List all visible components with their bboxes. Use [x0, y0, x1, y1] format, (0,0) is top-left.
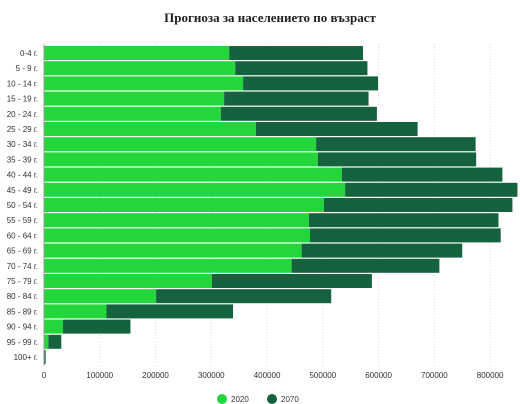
category-label: 60 - 64 г.: [7, 231, 38, 240]
bar-2070: [301, 243, 463, 258]
bar-2070: [255, 122, 418, 136]
chart-title: Прогноза за населението по възраст: [164, 10, 376, 25]
category-label: 45 - 49 г.: [7, 186, 38, 195]
bar-2020: [44, 289, 157, 304]
bar-2020: [44, 258, 292, 273]
bar-2020: [44, 213, 309, 228]
bar-2020: [44, 122, 256, 136]
bar-2070: [309, 228, 501, 243]
bar-2020: [44, 243, 302, 258]
bar-2020: [44, 61, 236, 76]
category-label: 0-4 г.: [20, 49, 38, 58]
bar-2020: [44, 319, 63, 334]
bar-2020: [44, 106, 221, 121]
bars: [44, 46, 518, 364]
legend-marker-2070: [267, 394, 277, 404]
category-label: 50 - 54 г.: [7, 201, 38, 210]
legend-label-2020: 2020: [231, 395, 249, 404]
bar-2020: [44, 91, 225, 106]
category-label: 55 - 59 г.: [7, 216, 38, 225]
bar-2070: [235, 61, 368, 76]
category-label: 5 - 9 г.: [16, 64, 38, 73]
category-label: 95 - 99 г.: [7, 338, 38, 347]
x-tick-label: 0: [42, 371, 47, 380]
x-tick-label: 700000: [421, 371, 448, 380]
category-label: 90 - 94 г.: [7, 323, 38, 332]
bar-2070: [224, 91, 369, 106]
category-label: 10 - 14 г.: [7, 79, 38, 88]
bar-2070: [106, 304, 234, 319]
x-tick-label: 800000: [477, 371, 504, 380]
x-tick-label: 300000: [198, 371, 225, 380]
category-label: 75 - 79 г.: [7, 277, 38, 286]
bar-2070: [291, 258, 440, 273]
bar-2070: [308, 213, 499, 228]
bar-2070: [229, 46, 363, 60]
category-label: 85 - 89 г.: [7, 307, 38, 316]
bar-2020: [44, 167, 342, 182]
category-label: 40 - 44 г.: [7, 171, 38, 180]
bar-2070: [220, 106, 377, 121]
bar-2070: [48, 334, 62, 349]
bar-2070: [317, 152, 477, 167]
bar-2070: [243, 76, 379, 91]
bar-2070: [316, 137, 476, 152]
bar-2020: [44, 334, 49, 349]
bar-2020: [44, 198, 324, 212]
category-label: 30 - 34 г.: [7, 140, 38, 149]
legend-marker-2020: [217, 394, 227, 404]
bar-2020: [44, 304, 107, 319]
category-label: 25 - 29 г.: [7, 125, 38, 134]
bar-2070: [211, 274, 372, 288]
x-tick-label: 200000: [142, 371, 169, 380]
bar-2020: [44, 46, 230, 60]
x-tick-label: 400000: [254, 371, 281, 380]
bar-2070: [345, 182, 518, 197]
bar-2070: [62, 319, 131, 334]
bar-2020: [44, 274, 212, 288]
bar-2020: [44, 228, 310, 243]
category-labels: 0-4 г. 5 - 9 г. 10 - 14 г. 15 - 19 г. 20 - 2…: [7, 49, 38, 362]
bar-2020: [44, 182, 346, 197]
bar-2070: [323, 198, 513, 212]
x-tick-label: 600000: [365, 371, 392, 380]
legend-label-2070: 2070: [281, 395, 299, 404]
bar-2020: [44, 76, 244, 91]
bar-2070: [44, 350, 46, 364]
category-label: 20 - 24 г.: [7, 110, 38, 119]
bar-2020: [44, 152, 318, 167]
bar-2020: [44, 137, 317, 152]
legend: 2020 2070: [217, 394, 299, 404]
category-label: 15 - 19 г.: [7, 95, 38, 104]
x-tick-label: 500000: [309, 371, 336, 380]
category-label: 35 - 39 г.: [7, 155, 38, 164]
category-label: 70 - 74 г.: [7, 262, 38, 271]
category-label: 65 - 69 г.: [7, 247, 38, 256]
x-tick-labels: 0 100000 200000 300000 400000 500000 600000 700…: [42, 371, 504, 380]
category-label: 80 - 84 г.: [7, 292, 38, 301]
bar-2070: [156, 289, 332, 304]
bar-2070: [341, 167, 503, 182]
x-tick-label: 100000: [86, 371, 113, 380]
category-label: 100+ г.: [14, 353, 38, 362]
